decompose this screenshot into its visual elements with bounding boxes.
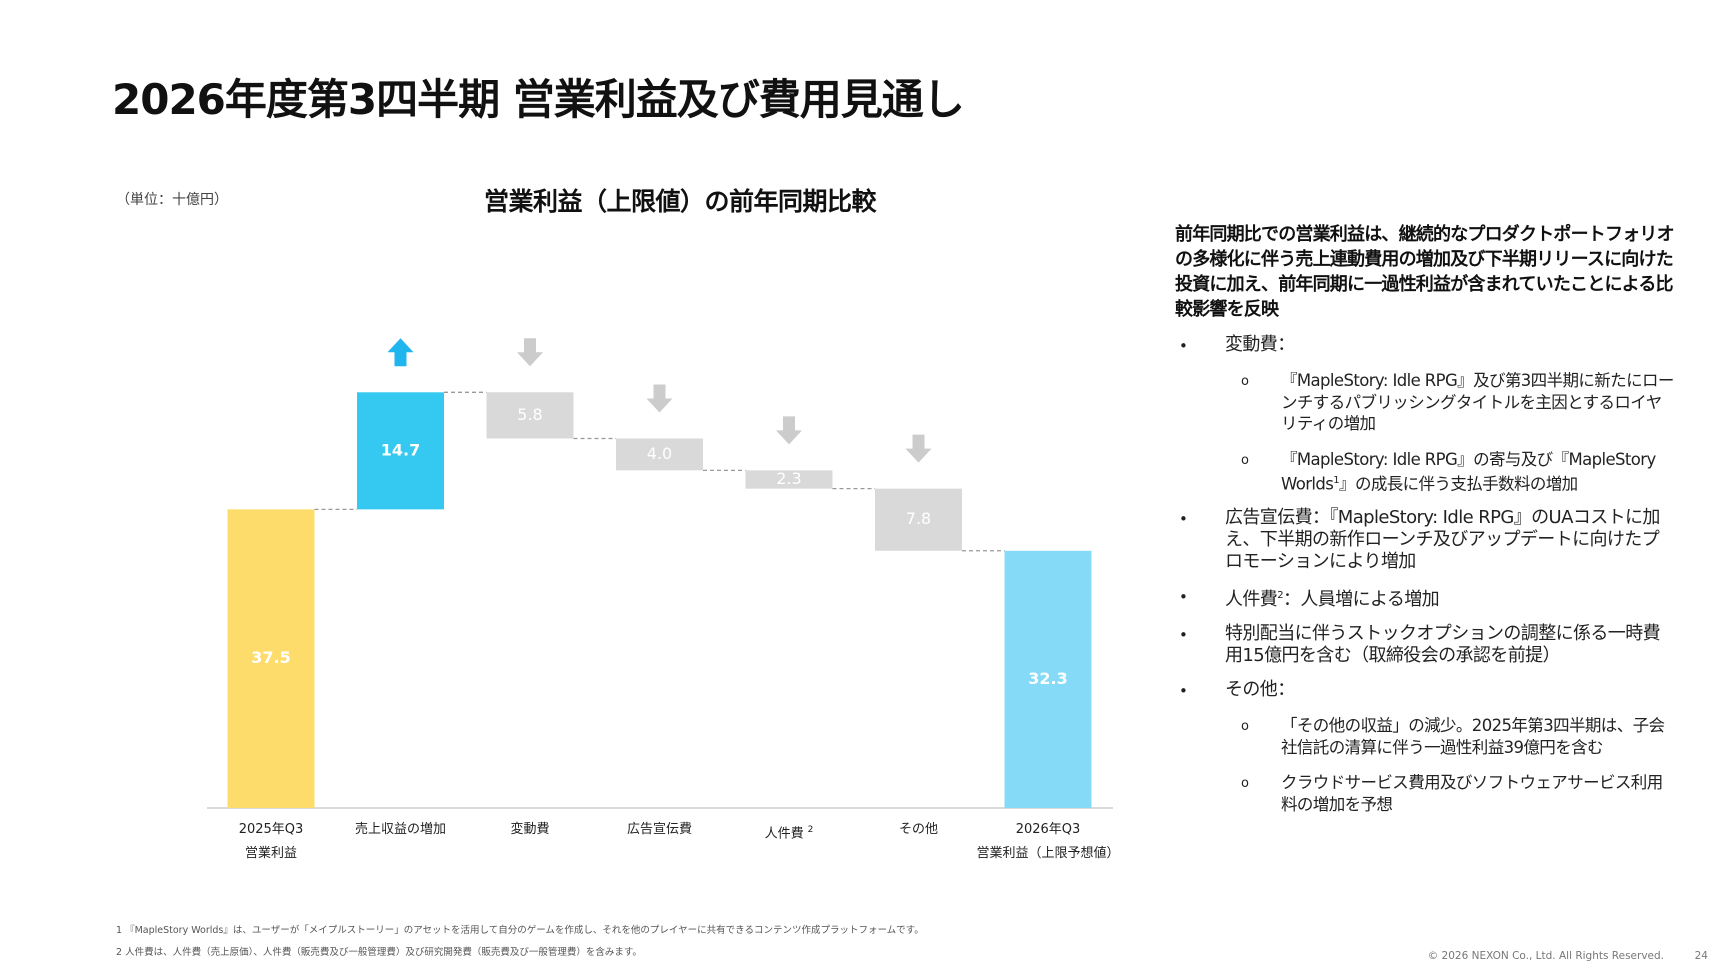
bar — [486, 392, 574, 439]
category-text: 広告宣伝費 — [626, 822, 692, 837]
text: 人件費 — [1225, 589, 1278, 610]
superscript: 1 — [1333, 475, 1340, 486]
category-text: 2026年Q3 営業利益（上限予想値） — [976, 822, 1120, 861]
category-text: 変動費 — [510, 822, 550, 837]
bullet: 広告宣伝費：『MapleStory: Idle RPG』のUAコストに加え、下半… — [1175, 507, 1675, 573]
text: 『MapleStory: Idle RPG』及び第3四半期に新たにローンチするパ… — [1281, 371, 1674, 433]
x-tick-label: 2026年Q3 営業利益（上限予想値） — [963, 818, 1133, 866]
x-tick-label: 売上収益の増加 — [316, 818, 486, 842]
value-label: 37.5 — [251, 648, 290, 667]
text: ：人員増による増加 — [1282, 589, 1440, 610]
bar — [875, 488, 962, 551]
x-tick-label: その他 — [834, 818, 1004, 842]
sub-bullet: 「その他の収益」の減少。2025年第3四半期は、子会社信託の清算に伴う一過性利益… — [1225, 715, 1675, 758]
direction-arrow — [905, 434, 932, 463]
bullet: 特別配当に伴うストックオプションの調整に係る一時費用15億円を含む（取締役会の承… — [1175, 623, 1675, 667]
value-label: 7.8 — [906, 509, 931, 528]
text: 変動費： — [1225, 334, 1295, 355]
sub-bullet: 『MapleStory: Idle RPG』及び第3四半期に新たにローンチするパ… — [1225, 370, 1675, 435]
value-label: 14.7 — [381, 440, 420, 459]
bar — [1004, 550, 1092, 808]
sub-bullet: クラウドサービス費用及びソフトウェアサービス利用料の増加を予想 — [1225, 772, 1675, 815]
side-panel: 前年同期比での営業利益は、継続的なプロダクトポートフォリオの多様化に伴う売上連動… — [1175, 222, 1675, 815]
bar — [357, 392, 444, 510]
chart-title: 営業利益（上限値）の前年同期比較 — [483, 187, 877, 216]
value-label: 5.8 — [517, 405, 542, 424]
copyright: © 2026 NEXON Co., Ltd. All Rights Reserv… — [1427, 950, 1664, 962]
bar — [745, 470, 833, 489]
footnote: 2 人件費は、人件費（売上原価）、人件費（販売費及び一般管理費）及び研究開発費（… — [116, 947, 642, 958]
direction-arrow — [387, 338, 414, 367]
category-text: 2025年Q3 営業利益 — [238, 822, 304, 861]
sub-bullet: 『MapleStory: Idle RPG』の寄与及び『MapleStory W… — [1225, 449, 1675, 496]
text: クラウドサービス費用及びソフトウェアサービス利用料の増加を予想 — [1281, 773, 1663, 814]
direction-arrow — [646, 384, 673, 413]
value-label: 32.3 — [1028, 669, 1067, 688]
x-tick-label: 広告宣伝費 — [575, 818, 745, 842]
bar — [227, 509, 315, 808]
value-label: 4.0 — [647, 444, 672, 463]
text: 『MapleStory: Idle RPG』の寄与及び『MapleStory W… — [1281, 449, 1656, 494]
category-superscript: 2 — [807, 825, 814, 835]
text: 』の成長に伴う支払手数料の増加 — [1339, 474, 1578, 494]
text: 広告宣伝費：『MapleStory: Idle RPG』のUAコストに加え、下半… — [1225, 507, 1660, 572]
slide-title: 2026年度第3四半期 営業利益及び費用見通し — [112, 75, 965, 124]
bullet: 変動費： 『MapleStory: Idle RPG』及び第3四半期に新たにローン… — [1175, 334, 1675, 495]
category-text: その他 — [898, 822, 938, 837]
text: 「その他の収益」の減少。2025年第3四半期は、子会社信託の清算に伴う一過性利益… — [1281, 716, 1665, 757]
category-text: 売上収益の増加 — [354, 822, 446, 837]
bullet: 人件費2：人員増による増加 — [1175, 585, 1675, 611]
summary: 前年同期比での営業利益は、継続的なプロダクトポートフォリオの多様化に伴う売上連動… — [1175, 224, 1675, 320]
text: その他： — [1225, 679, 1295, 700]
footnote: 1 『MapleStory Worlds』は、ユーザーが「メイプルストーリー」の… — [116, 925, 924, 936]
direction-arrow — [776, 416, 802, 445]
unit-label: （単位：十億円） — [116, 192, 228, 208]
bar — [616, 438, 703, 471]
direction-arrow — [517, 338, 543, 367]
category-text: 人件費 — [764, 826, 804, 842]
x-tick-label: 2025年Q3 営業利益 — [186, 818, 356, 866]
x-tick-label: 変動費 — [445, 818, 615, 842]
page-number: 24 — [1694, 950, 1708, 962]
x-tick-label: 人件費 2 — [704, 818, 874, 846]
value-label: 2.3 — [776, 469, 801, 488]
text: 特別配当に伴うストックオプションの調整に係る一時費用15億円を含む（取締役会の承… — [1225, 623, 1661, 666]
bullet: その他： 「その他の収益」の減少。2025年第3四半期は、子会社信託の清算に伴う一… — [1175, 679, 1675, 815]
superscript: 2 — [1277, 590, 1283, 601]
